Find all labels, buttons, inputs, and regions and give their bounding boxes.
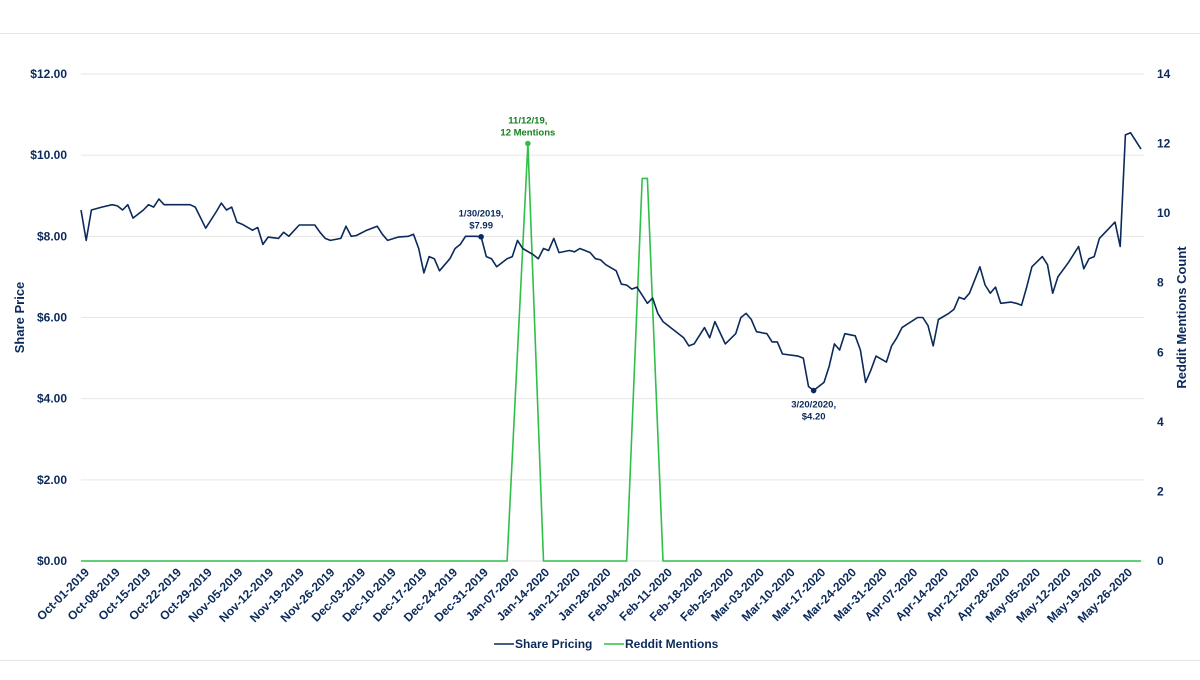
annotation-marker (525, 140, 531, 147)
annotation-label: 3/20/2020, (791, 400, 836, 411)
y-left-axis-title: Share Price (12, 282, 27, 354)
legend-label-share: Share Pricing (515, 637, 592, 651)
y-right-tick-label: 14 (1157, 67, 1171, 81)
y-left-tick-label: $10.00 (30, 148, 67, 162)
reddit-mentions-line (81, 142, 1141, 562)
share-pricing-line (80, 132, 1142, 392)
y-right-tick-label: 10 (1157, 206, 1171, 220)
y-left-tick-label: $4.00 (37, 392, 67, 406)
annotation-label: 12 Mentions (500, 128, 555, 139)
y-right-tick-label: 12 (1157, 137, 1171, 151)
y-right-tick-label: 0 (1157, 554, 1164, 568)
annotation-label: 1/30/2019, (459, 209, 504, 220)
y-left-tick-label: $6.00 (37, 311, 67, 325)
y-left-tick-label: $0.00 (37, 554, 67, 568)
bottom-divider (0, 660, 1200, 661)
y-right-axis-title: Reddit Mentions Count (1174, 246, 1189, 389)
y-right-tick-label: 4 (1157, 415, 1164, 429)
legend-label-reddit: Reddit Mentions (625, 637, 719, 651)
annotation-marker (810, 387, 817, 394)
y-left-tick-label: $12.00 (30, 67, 67, 81)
y-right-tick-label: 2 (1157, 484, 1164, 498)
annotation-label: 11/12/19, (508, 116, 547, 127)
top-divider (0, 33, 1200, 34)
y-left-tick-label: $8.00 (37, 229, 67, 243)
y-right-tick-label: 8 (1157, 276, 1164, 290)
annotation-marker (478, 233, 484, 240)
annotation-label: $4.20 (802, 412, 826, 423)
annotation-label: $7.99 (469, 221, 493, 232)
y-right-tick-label: 6 (1157, 345, 1164, 359)
y-left-tick-label: $2.00 (37, 473, 67, 487)
